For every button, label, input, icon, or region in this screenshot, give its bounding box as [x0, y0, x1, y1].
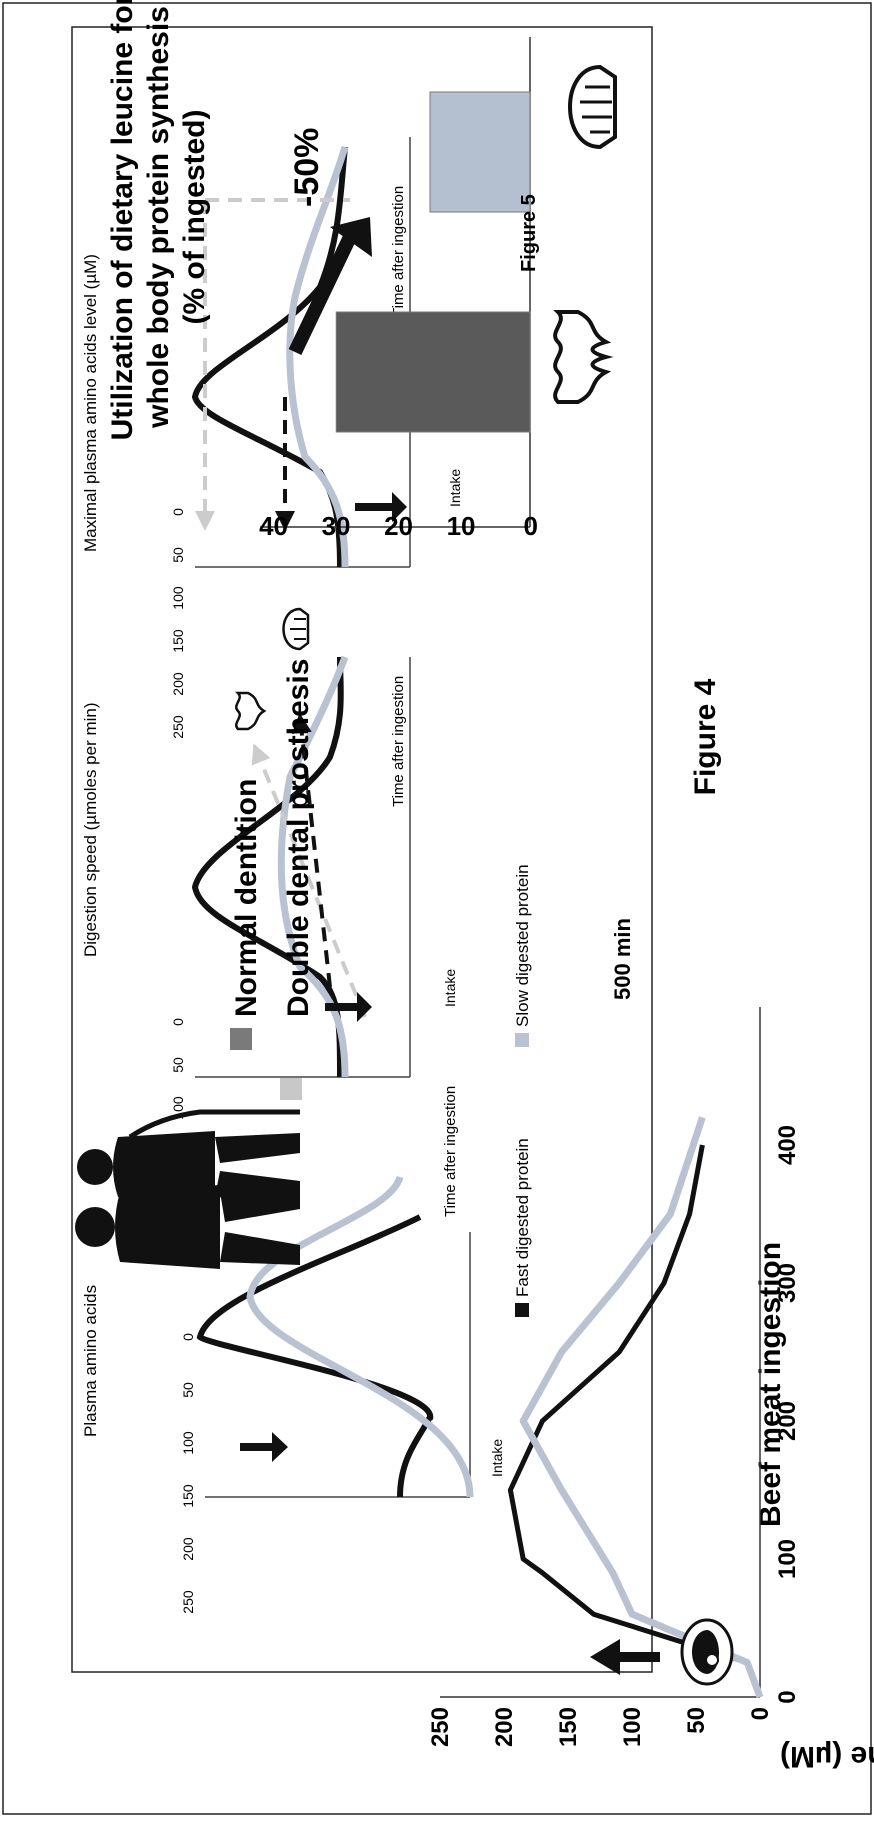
beef-y-tick-label: 50 [683, 1707, 710, 1734]
fig5-bars [335, 91, 531, 433]
fig5-decrease-arrow [288, 233, 357, 356]
dentition-label-prosthesis: Double dental prosthesis [282, 659, 315, 1017]
fig5-yticks: 0 10 20 30 40 [259, 511, 538, 541]
fig5-y-tick-label: 0 [524, 511, 538, 541]
panel3: Maximal plasma amino acids level (µM) Ti… [81, 137, 463, 739]
y-tick-label: 200 [180, 1537, 196, 1561]
panel1-fast-curve-start [397, 1415, 433, 1498]
beef-x-tick-label: 200 [774, 1401, 801, 1441]
legend-swatch-fast [515, 1303, 529, 1317]
panel1-slow-curve [246, 1175, 474, 1498]
beef-x-tick-label: 100 [774, 1539, 801, 1579]
figure4-legend: Fast digested protein Slow digested prot… [513, 864, 532, 1317]
denture-icon [568, 64, 617, 150]
fig5-label: Figure 5 [518, 194, 540, 272]
beef-y-tick-label: 200 [491, 1707, 518, 1747]
beef-y-tick-label: 150 [555, 1707, 582, 1747]
panel1-ylabel: Plasma amino acids [81, 1285, 100, 1437]
beef-x-tick-label: 0 [774, 1690, 801, 1703]
small-denture-icon [282, 607, 310, 651]
panel1-intake-arrowhead [272, 1432, 288, 1462]
fig5-decrease-arrowhead [330, 217, 372, 257]
beef-ylabel: Plasma Leucine (µM) [780, 1740, 874, 1773]
fig5-y-tick-label: 10 [447, 511, 476, 541]
figure4-label: Figure 4 [689, 678, 722, 795]
small-tooth-icon [234, 691, 267, 731]
y-tick-label: 150 [170, 629, 186, 653]
dentition-swatch-normal [230, 1028, 252, 1050]
panel1-xlabel: Time after ingestion [442, 1086, 459, 1217]
panel3-slow-curve [286, 145, 349, 568]
panel2-fast-curve [191, 656, 344, 1078]
fig5-title-line1: Utilization of dietary leucine for [106, 0, 139, 440]
panel2-ylabel: Digestion speed (µmoles per min) [81, 702, 100, 957]
dentition-label-normal: Normal dentition [230, 779, 263, 1017]
beef-x-tick-label: 300 [774, 1263, 801, 1303]
beef-ticks: 0 100 200 300 400 0 50 100 150 200 250 [427, 1125, 801, 1747]
y-tick-label: 50 [170, 1057, 186, 1073]
y-tick-label: 50 [180, 1382, 196, 1398]
dentition-swatch-prosthesis [280, 1078, 302, 1100]
y-tick-label: 0 [170, 508, 186, 516]
beef-y-tick-label: 100 [619, 1707, 646, 1747]
panel2-xlabel: Time after ingestion [390, 676, 407, 807]
beef-xunit: 500 min [610, 918, 635, 1000]
beef-intake-arrowhead [590, 1639, 620, 1675]
legend-label-fast: Fast digested protein [513, 1138, 532, 1297]
beef-series-line [507, 1144, 763, 1698]
fig5-y-tick-label: 30 [322, 511, 351, 541]
elderly-couple-icon [75, 1109, 300, 1269]
tooth-icon [553, 310, 614, 404]
fig5-y-tick-label: 20 [384, 511, 413, 541]
y-tick-label: 200 [170, 672, 186, 696]
y-tick-label: 0 [180, 1333, 196, 1341]
beef-series [507, 1116, 764, 1699]
fig5-bar [429, 91, 531, 213]
y-tick-label: 250 [170, 715, 186, 739]
figure4-frame [71, 26, 653, 1673]
legend-label-slow: Slow digested protein [513, 864, 532, 1027]
y-tick-label: 150 [180, 1484, 196, 1508]
panel1-fast-curve [196, 1214, 434, 1420]
panel3-yticks: 250 200 150 100 50 0 [170, 508, 186, 739]
y-tick-label: 0 [170, 1018, 186, 1026]
beef-x-tick-label: 400 [774, 1125, 801, 1165]
steak-icon [680, 1618, 734, 1686]
legend-swatch-slow [515, 1033, 529, 1047]
panel3-intake: Intake [447, 469, 463, 507]
panel2-grey-dashed-arrow [251, 743, 367, 1018]
dentition-legend: Normal dentition Double dental prosthesi… [230, 659, 315, 1100]
beef-chart: Beef meat ingestion Plasma Leucine (µM) … [427, 918, 874, 1773]
panel2-intake: Intake [442, 969, 458, 1007]
fig5-title-line2: whole body protein synthesis [142, 6, 175, 429]
fig5-bar [335, 311, 531, 433]
panel2-slow-curve [277, 655, 349, 1078]
figure5: 0 10 20 30 40 Utilization of dietary leucine… [106, 0, 540, 541]
fig5-y-tick-label: 40 [259, 511, 288, 541]
panel1-yticks: 250 200 150 100 50 0 [180, 1333, 196, 1614]
panel1-intake: Intake [489, 1439, 505, 1477]
fig5-annotation: -50% [288, 128, 326, 207]
rotated-content: Plasma amino acids Time after ingestion … [71, 0, 874, 1773]
y-tick-label: 250 [180, 1590, 196, 1614]
panel2-intake-arrowhead [357, 992, 372, 1022]
y-tick-label: 100 [180, 1431, 196, 1455]
panel3-ylabel: Maximal plasma amino acids level (µM) [81, 254, 100, 552]
panel3-xlabel: Time after ingestion [390, 186, 407, 317]
panel1: Plasma amino acids Time after ingestion … [81, 1086, 505, 1614]
fig5-title-line3: (% of ingested) [178, 110, 211, 325]
y-tick-label: 50 [170, 547, 186, 563]
panel3-intake-arrowhead [392, 492, 407, 522]
panel2: Digestion speed (µmoles per min) Time af… [81, 655, 458, 1249]
beef-y-tick-label: 0 [747, 1707, 774, 1720]
beef-y-tick-label: 250 [427, 1707, 454, 1747]
y-tick-label: 100 [170, 586, 186, 610]
